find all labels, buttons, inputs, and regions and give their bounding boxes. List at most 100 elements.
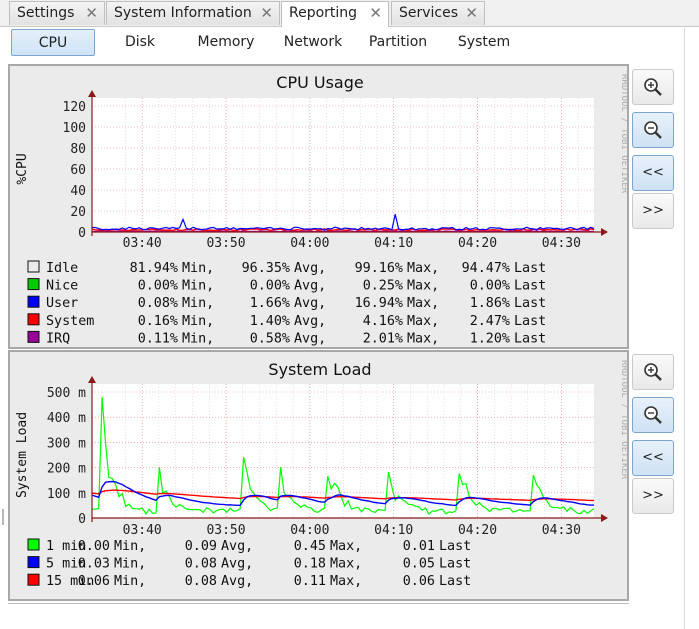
legend-stat-label: Avg, bbox=[294, 261, 326, 276]
legend-value: 0.03 bbox=[78, 557, 110, 572]
subtab-network[interactable]: Network bbox=[283, 34, 343, 50]
close-icon[interactable]: ✕ bbox=[260, 4, 273, 22]
legend-stat-label: Avg, bbox=[221, 539, 253, 554]
legend-value: 1.86% bbox=[470, 296, 510, 311]
x-tick-label: 04:20 bbox=[458, 523, 497, 538]
tab-label: System Information bbox=[114, 5, 252, 21]
legend-swatch bbox=[27, 330, 40, 343]
series-line-irq bbox=[92, 230, 594, 233]
legend-stat-label: Min, bbox=[182, 314, 214, 329]
legend-stat-label: Last bbox=[514, 261, 546, 276]
legend-value: 0.00% bbox=[470, 279, 510, 294]
series-line-15min bbox=[91, 489, 595, 502]
legend-value: 4.16% bbox=[363, 314, 403, 329]
tab-label: Services bbox=[399, 5, 459, 21]
y-axis-arrow bbox=[88, 376, 96, 383]
zoom-in-button[interactable] bbox=[632, 354, 674, 390]
legend-label: 15 min bbox=[46, 574, 94, 589]
legend-label: Idle bbox=[46, 261, 78, 276]
plot-area bbox=[92, 384, 594, 518]
x-axis-arrow bbox=[601, 514, 608, 522]
x-tick-label: 03:40 bbox=[123, 523, 162, 538]
y-axis-arrow bbox=[88, 90, 96, 97]
y-tick-label: 100 bbox=[63, 121, 86, 136]
x-tick-label: 04:10 bbox=[374, 236, 413, 251]
subtab-partition[interactable]: Partition bbox=[368, 34, 428, 50]
legend-stat-label: Min, bbox=[114, 539, 146, 554]
legend-value: 0.08 bbox=[185, 574, 217, 589]
legend-value: 94.47% bbox=[462, 261, 510, 276]
y-axis-label: %CPU bbox=[15, 153, 30, 184]
tab-services[interactable]: Services ✕ bbox=[391, 1, 485, 25]
legend-value: 0.00% bbox=[250, 279, 290, 294]
legend-stat-label: Avg, bbox=[294, 296, 326, 311]
legend-swatch bbox=[27, 538, 40, 551]
legend-value: 99.16% bbox=[355, 261, 403, 276]
series-line-1min bbox=[91, 396, 595, 516]
legend-stat-label: Min, bbox=[114, 574, 146, 589]
tab-settings[interactable]: Settings ✕ bbox=[9, 1, 105, 25]
legend-swatch bbox=[27, 278, 40, 291]
forward-button[interactable]: >> bbox=[632, 478, 674, 514]
legend-value: 0.18 bbox=[294, 557, 326, 572]
legend-stat-label: Last bbox=[514, 314, 546, 329]
legend-stat-label: Last bbox=[439, 539, 471, 554]
back-button[interactable]: << bbox=[632, 155, 674, 191]
subtab-cpu[interactable]: CPU bbox=[11, 29, 95, 56]
x-tick-label: 04:10 bbox=[374, 523, 413, 538]
legend-stat-label: Avg, bbox=[221, 557, 253, 572]
legend-label: 5 min bbox=[46, 557, 86, 572]
legend-value: 0.00% bbox=[138, 279, 178, 294]
cpu-usage-graph: 0 20 40 60 80 100 120 03:40 03:50 04:00 04:10 04:20… bbox=[8, 64, 629, 349]
resize-handle bbox=[2, 509, 4, 525]
legend-swatch bbox=[27, 313, 40, 326]
tab-label: Settings bbox=[17, 5, 75, 21]
zoom-out-button[interactable] bbox=[632, 112, 674, 148]
legend-value: 96.35% bbox=[242, 261, 290, 276]
legend-stat-label: Min, bbox=[182, 331, 214, 346]
series-line-5min bbox=[91, 480, 594, 507]
legend-stat-label: Min, bbox=[182, 279, 214, 294]
x-axis-arrow bbox=[601, 228, 608, 236]
legend-stat-label: Avg, bbox=[294, 314, 326, 329]
zoom-out-icon bbox=[644, 406, 662, 424]
y-tick-label: 300 m bbox=[47, 436, 86, 451]
y-tick-label: 400 m bbox=[47, 411, 86, 426]
forward-button[interactable]: >> bbox=[632, 193, 674, 229]
subtab-memory[interactable]: Memory bbox=[197, 34, 255, 50]
legend-value: 0.45 bbox=[294, 539, 326, 554]
y-tick-label: 100 m bbox=[47, 487, 86, 502]
watermark-text: RRDTOOL / TOBI OETIKER bbox=[619, 360, 627, 480]
legend-stat-label: Max, bbox=[407, 331, 439, 346]
zoom-out-button[interactable] bbox=[632, 397, 674, 433]
legend-value: 0.11 bbox=[294, 574, 326, 589]
close-icon[interactable]: ✕ bbox=[465, 4, 478, 22]
legend-label: 1 min bbox=[46, 539, 86, 554]
close-icon[interactable]: ✕ bbox=[85, 4, 98, 22]
subtab-system[interactable]: System bbox=[457, 34, 511, 50]
tab-reporting[interactable]: Reporting ✕ bbox=[281, 1, 389, 27]
legend-value: 1.66% bbox=[250, 296, 290, 311]
legend-stat-label: Max, bbox=[330, 574, 362, 589]
legend-stat-label: Last bbox=[439, 574, 471, 589]
report-subnav: CPU Disk Memory Network Partition System bbox=[0, 27, 699, 60]
subtab-disk[interactable]: Disk bbox=[124, 34, 156, 50]
legend-stat-label: Max, bbox=[407, 261, 439, 276]
zoom-in-button[interactable] bbox=[632, 69, 674, 105]
tab-system-information[interactable]: System Information ✕ bbox=[106, 1, 280, 25]
zoom-out-icon bbox=[644, 121, 662, 139]
x-tick-label: 03:50 bbox=[206, 523, 245, 538]
legend-stat-label: Max, bbox=[407, 296, 439, 311]
legend-stat-label: Last bbox=[514, 296, 546, 311]
close-icon[interactable]: ✕ bbox=[369, 4, 382, 22]
legend-value: 0.11% bbox=[138, 331, 178, 346]
legend-swatch bbox=[27, 556, 40, 569]
zoom-in-icon bbox=[644, 78, 662, 96]
back-button[interactable]: << bbox=[632, 440, 674, 476]
y-tick-label: 40 bbox=[70, 184, 86, 199]
plot-area bbox=[92, 98, 594, 232]
x-tick-label: 04:00 bbox=[290, 236, 329, 251]
legend-stat-label: Min, bbox=[114, 557, 146, 572]
x-tick-label: 04:30 bbox=[542, 523, 581, 538]
legend-stat-label: Max, bbox=[330, 557, 362, 572]
